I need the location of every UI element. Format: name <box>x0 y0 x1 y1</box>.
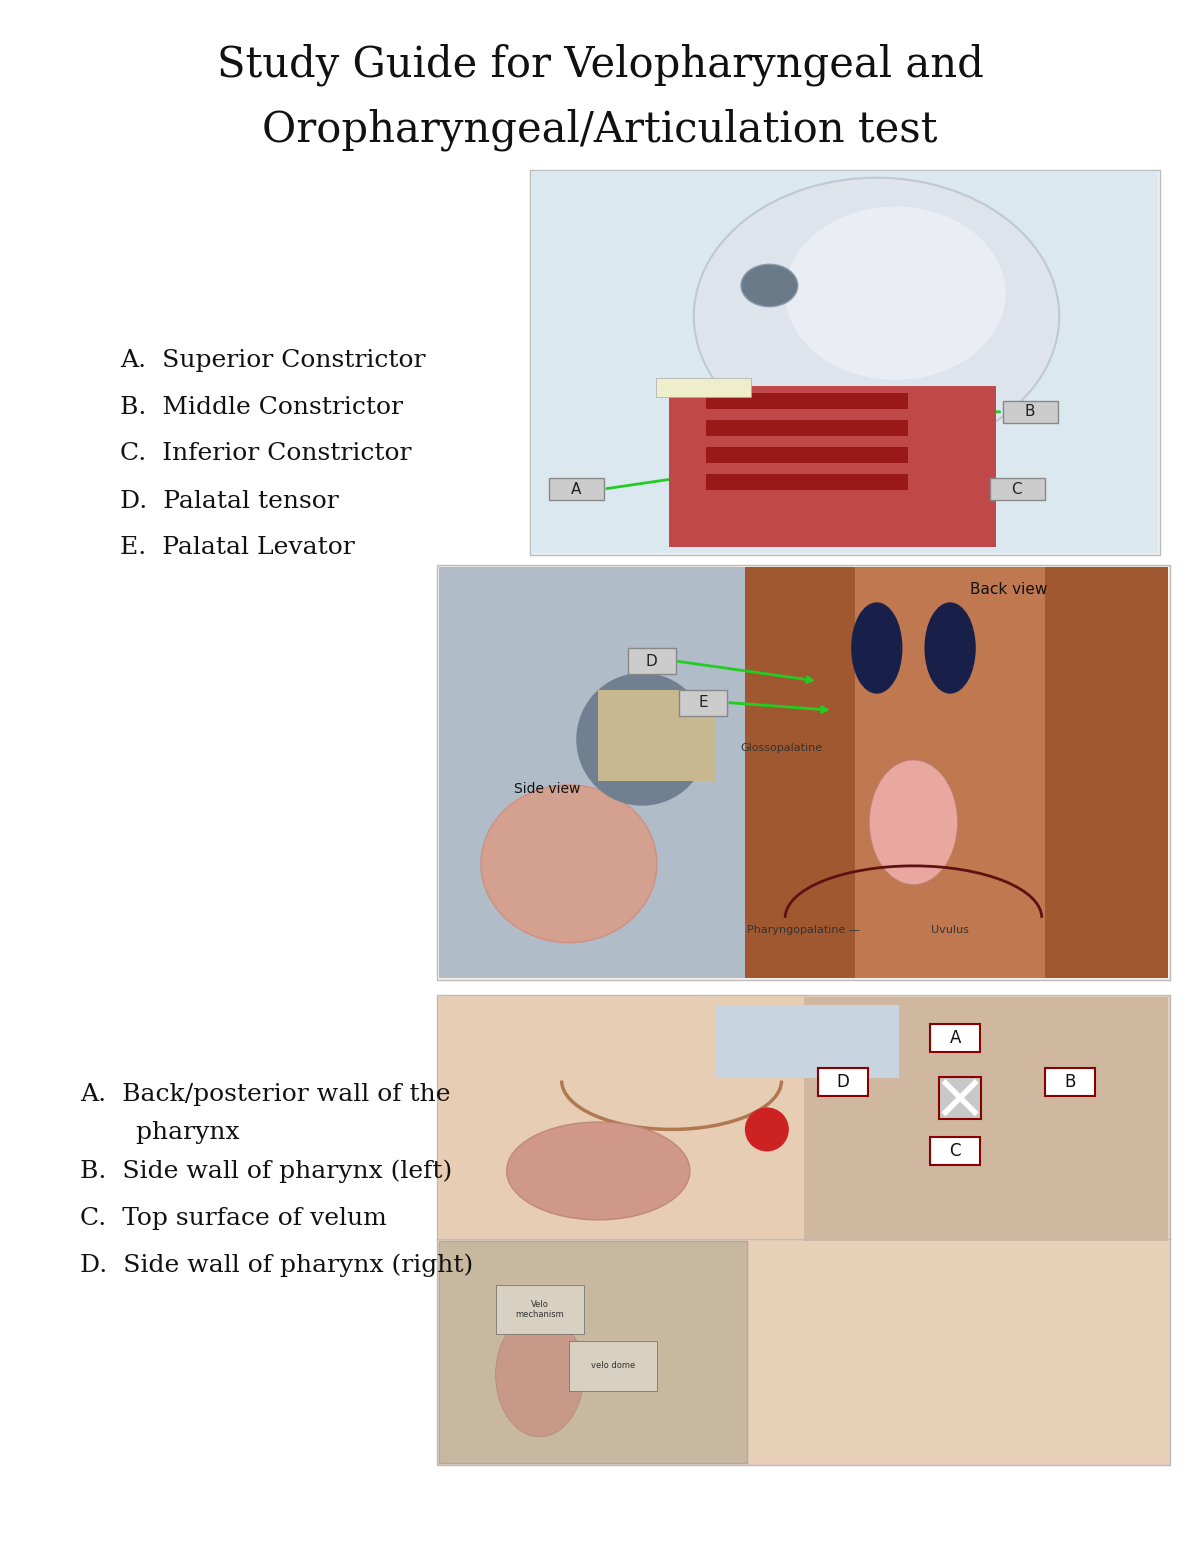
Bar <box>818 1068 868 1096</box>
Bar <box>679 690 727 716</box>
Text: C: C <box>1012 481 1022 497</box>
Ellipse shape <box>496 1312 583 1437</box>
Text: Glossopalatine: Glossopalatine <box>740 742 822 753</box>
Ellipse shape <box>851 603 902 694</box>
Bar <box>707 421 908 436</box>
Bar <box>745 567 854 978</box>
Text: pharynx: pharynx <box>80 1121 240 1145</box>
Bar <box>715 1005 899 1078</box>
Text: C.  Inferior Constrictor: C. Inferior Constrictor <box>120 443 412 466</box>
Text: A.  Back/posterior wall of the: A. Back/posterior wall of the <box>80 1084 450 1106</box>
Bar <box>437 565 1170 980</box>
Ellipse shape <box>694 177 1060 455</box>
Bar <box>707 474 908 489</box>
Bar <box>707 447 908 463</box>
Text: B: B <box>1064 1073 1076 1092</box>
Text: D: D <box>646 654 658 668</box>
Ellipse shape <box>576 672 708 806</box>
Bar <box>496 1284 583 1334</box>
Ellipse shape <box>506 1123 690 1219</box>
Bar <box>668 385 996 547</box>
Ellipse shape <box>742 264 798 306</box>
Bar <box>1045 567 1168 978</box>
Text: A: A <box>949 1030 961 1047</box>
Bar <box>990 478 1045 500</box>
Bar <box>1045 1068 1096 1096</box>
Ellipse shape <box>785 207 1006 380</box>
Bar <box>437 995 1170 1464</box>
Text: Oropharyngeal/Articulation test: Oropharyngeal/Articulation test <box>263 109 937 151</box>
Text: E.  Palatal Levator: E. Palatal Levator <box>120 536 355 559</box>
Bar <box>599 690 715 781</box>
Text: B.  Middle Constrictor: B. Middle Constrictor <box>120 396 403 418</box>
Text: A.  Superior Constrictor: A. Superior Constrictor <box>120 348 426 371</box>
Text: Study Guide for Velopharyngeal and: Study Guide for Velopharyngeal and <box>216 43 984 87</box>
Text: D.  Palatal tensor: D. Palatal tensor <box>120 489 338 512</box>
Text: velo dome: velo dome <box>590 1362 635 1370</box>
Circle shape <box>745 1107 788 1151</box>
Text: Side view: Side view <box>514 783 580 797</box>
Bar <box>930 1137 980 1165</box>
Ellipse shape <box>870 759 958 885</box>
Bar <box>530 169 1160 554</box>
Text: C.  Top surface of velum: C. Top surface of velum <box>80 1207 386 1230</box>
Bar <box>628 648 676 674</box>
Bar <box>930 1025 980 1053</box>
Text: C: C <box>949 1141 961 1160</box>
Ellipse shape <box>481 784 656 943</box>
Bar <box>804 997 1168 1241</box>
Bar <box>940 1076 982 1118</box>
Bar <box>569 1340 656 1390</box>
Text: Velo
mechanism: Velo mechanism <box>515 1300 564 1318</box>
Bar <box>439 997 805 1241</box>
Bar <box>532 172 1158 553</box>
Text: B: B <box>1025 404 1034 419</box>
Text: E: E <box>698 696 708 710</box>
Text: A: A <box>571 481 581 497</box>
Bar <box>439 1241 746 1463</box>
Text: D: D <box>836 1073 850 1092</box>
Text: D.  Side wall of pharynx (right): D. Side wall of pharynx (right) <box>80 1253 473 1277</box>
Bar <box>548 478 604 500</box>
Bar <box>439 997 1168 1241</box>
Text: Pharyngopalatine —: Pharyngopalatine — <box>746 926 860 935</box>
Bar <box>656 377 750 398</box>
Bar <box>1002 401 1057 422</box>
Ellipse shape <box>924 603 976 694</box>
Bar <box>707 393 908 408</box>
Bar <box>439 567 746 978</box>
Text: B.  Side wall of pharynx (left): B. Side wall of pharynx (left) <box>80 1159 452 1183</box>
Text: Uvulus: Uvulus <box>931 926 970 935</box>
Text: Back view: Back view <box>970 582 1048 598</box>
Bar <box>745 567 1168 978</box>
